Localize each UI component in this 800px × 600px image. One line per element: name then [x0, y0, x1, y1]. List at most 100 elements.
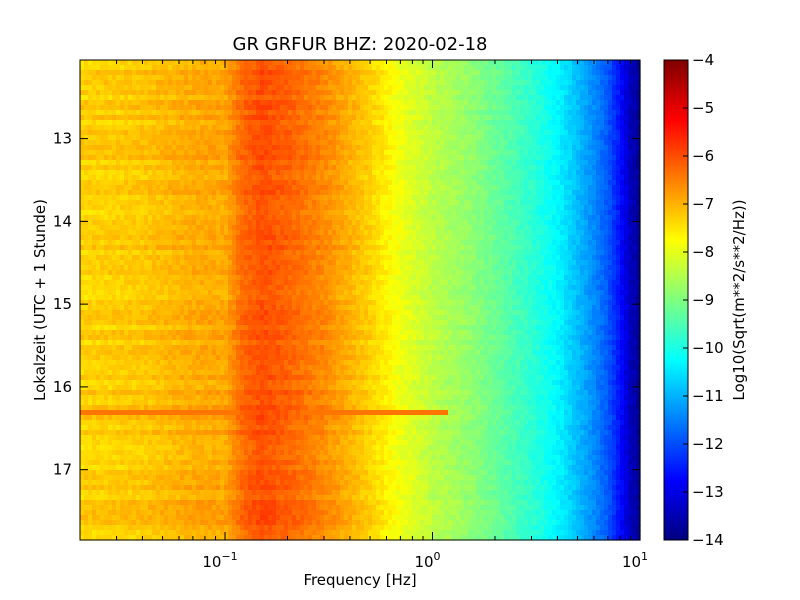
- heatmap-cell: [240, 105, 245, 111]
- heatmap-cell: [456, 235, 461, 241]
- heatmap-cell: [84, 140, 89, 146]
- heatmap-cell: [252, 105, 257, 111]
- heatmap-cell: [608, 130, 613, 136]
- heatmap-cell: [396, 65, 401, 71]
- heatmap-cell: [376, 215, 381, 221]
- heatmap-cell: [584, 230, 589, 236]
- heatmap-cell: [416, 120, 421, 126]
- heatmap-cell: [472, 180, 477, 186]
- heatmap-cell: [416, 65, 421, 71]
- heatmap-cell: [156, 85, 161, 91]
- heatmap-cell: [512, 200, 517, 206]
- heatmap-cell: [300, 160, 305, 166]
- heatmap-cell: [508, 175, 513, 181]
- heatmap-cell: [372, 145, 377, 151]
- heatmap-cell: [472, 140, 477, 146]
- heatmap-cell: [128, 60, 133, 66]
- heatmap-cell: [164, 100, 169, 106]
- heatmap-cell: [336, 100, 341, 106]
- heatmap-cell: [360, 200, 365, 206]
- heatmap-cell: [284, 130, 289, 136]
- heatmap-cell: [460, 120, 465, 126]
- heatmap-cell: [392, 95, 397, 101]
- heatmap-cell: [180, 180, 185, 186]
- heatmap-cell: [464, 185, 469, 191]
- heatmap-cell: [108, 210, 113, 216]
- heatmap-cell: [324, 210, 329, 216]
- heatmap-cell: [556, 70, 561, 76]
- heatmap-cell: [564, 65, 569, 71]
- heatmap-cell: [116, 230, 121, 236]
- heatmap-cell: [408, 210, 413, 216]
- heatmap-cell: [464, 100, 469, 106]
- heatmap-cell: [448, 85, 453, 91]
- heatmap-cell: [476, 185, 481, 191]
- heatmap-cell: [316, 235, 321, 241]
- heatmap-cell: [616, 105, 621, 111]
- heatmap-cell: [540, 80, 545, 86]
- heatmap-cell: [460, 130, 465, 136]
- heatmap-cell: [508, 185, 513, 191]
- heatmap-cell: [232, 115, 237, 121]
- heatmap-cell: [256, 165, 261, 171]
- heatmap-cell: [328, 195, 333, 201]
- heatmap-cell: [408, 215, 413, 221]
- heatmap-cell: [196, 155, 201, 161]
- heatmap-cell: [620, 225, 625, 231]
- heatmap-cell: [264, 60, 269, 66]
- heatmap-cell: [148, 70, 153, 76]
- heatmap-cell: [568, 170, 573, 176]
- heatmap-cell: [180, 95, 185, 101]
- heatmap-cell: [384, 175, 389, 181]
- heatmap-cell: [604, 105, 609, 111]
- heatmap-cell: [592, 210, 597, 216]
- heatmap-cell: [428, 175, 433, 181]
- heatmap-cell: [348, 105, 353, 111]
- heatmap-cell: [104, 90, 109, 96]
- heatmap-cell: [552, 130, 557, 136]
- heatmap-cell: [92, 90, 97, 96]
- heatmap-cell: [632, 150, 637, 156]
- heatmap-cell: [392, 200, 397, 206]
- heatmap-cell: [576, 185, 581, 191]
- heatmap-cell: [408, 165, 413, 171]
- heatmap-cell: [524, 115, 529, 121]
- heatmap-cell: [528, 205, 533, 211]
- heatmap-cell: [268, 85, 273, 91]
- heatmap-cell: [340, 75, 345, 81]
- heatmap-cell: [216, 95, 221, 101]
- heatmap-cell: [532, 80, 537, 86]
- heatmap-cell: [292, 200, 297, 206]
- heatmap-cell: [508, 170, 513, 176]
- heatmap-cell: [304, 95, 309, 101]
- heatmap-cell: [232, 180, 237, 186]
- heatmap-cell: [156, 140, 161, 146]
- heatmap-cell: [212, 160, 217, 166]
- heatmap-cell: [148, 115, 153, 121]
- heatmap-cell: [568, 80, 573, 86]
- heatmap-cell: [592, 95, 597, 101]
- heatmap-cell: [368, 190, 373, 196]
- heatmap-cell: [628, 190, 633, 196]
- heatmap-cell: [232, 85, 237, 91]
- heatmap-cell: [544, 170, 549, 176]
- heatmap-cell: [484, 155, 489, 161]
- heatmap-cell: [584, 95, 589, 101]
- heatmap-cell: [588, 210, 593, 216]
- heatmap-cell: [636, 110, 641, 116]
- heatmap-cell: [336, 105, 341, 111]
- heatmap-cell: [104, 175, 109, 181]
- heatmap-cell: [452, 95, 457, 101]
- heatmap-cell: [504, 155, 509, 161]
- heatmap-cell: [380, 155, 385, 161]
- heatmap-cell: [280, 180, 285, 186]
- heatmap-cell: [192, 70, 197, 76]
- heatmap-cell: [600, 200, 605, 206]
- heatmap-cell: [464, 160, 469, 166]
- heatmap-cell: [628, 120, 633, 126]
- heatmap-cell: [624, 220, 629, 226]
- heatmap-cell: [612, 200, 617, 206]
- heatmap-cell: [540, 135, 545, 141]
- heatmap-cell: [400, 215, 405, 221]
- heatmap-cell: [108, 140, 113, 146]
